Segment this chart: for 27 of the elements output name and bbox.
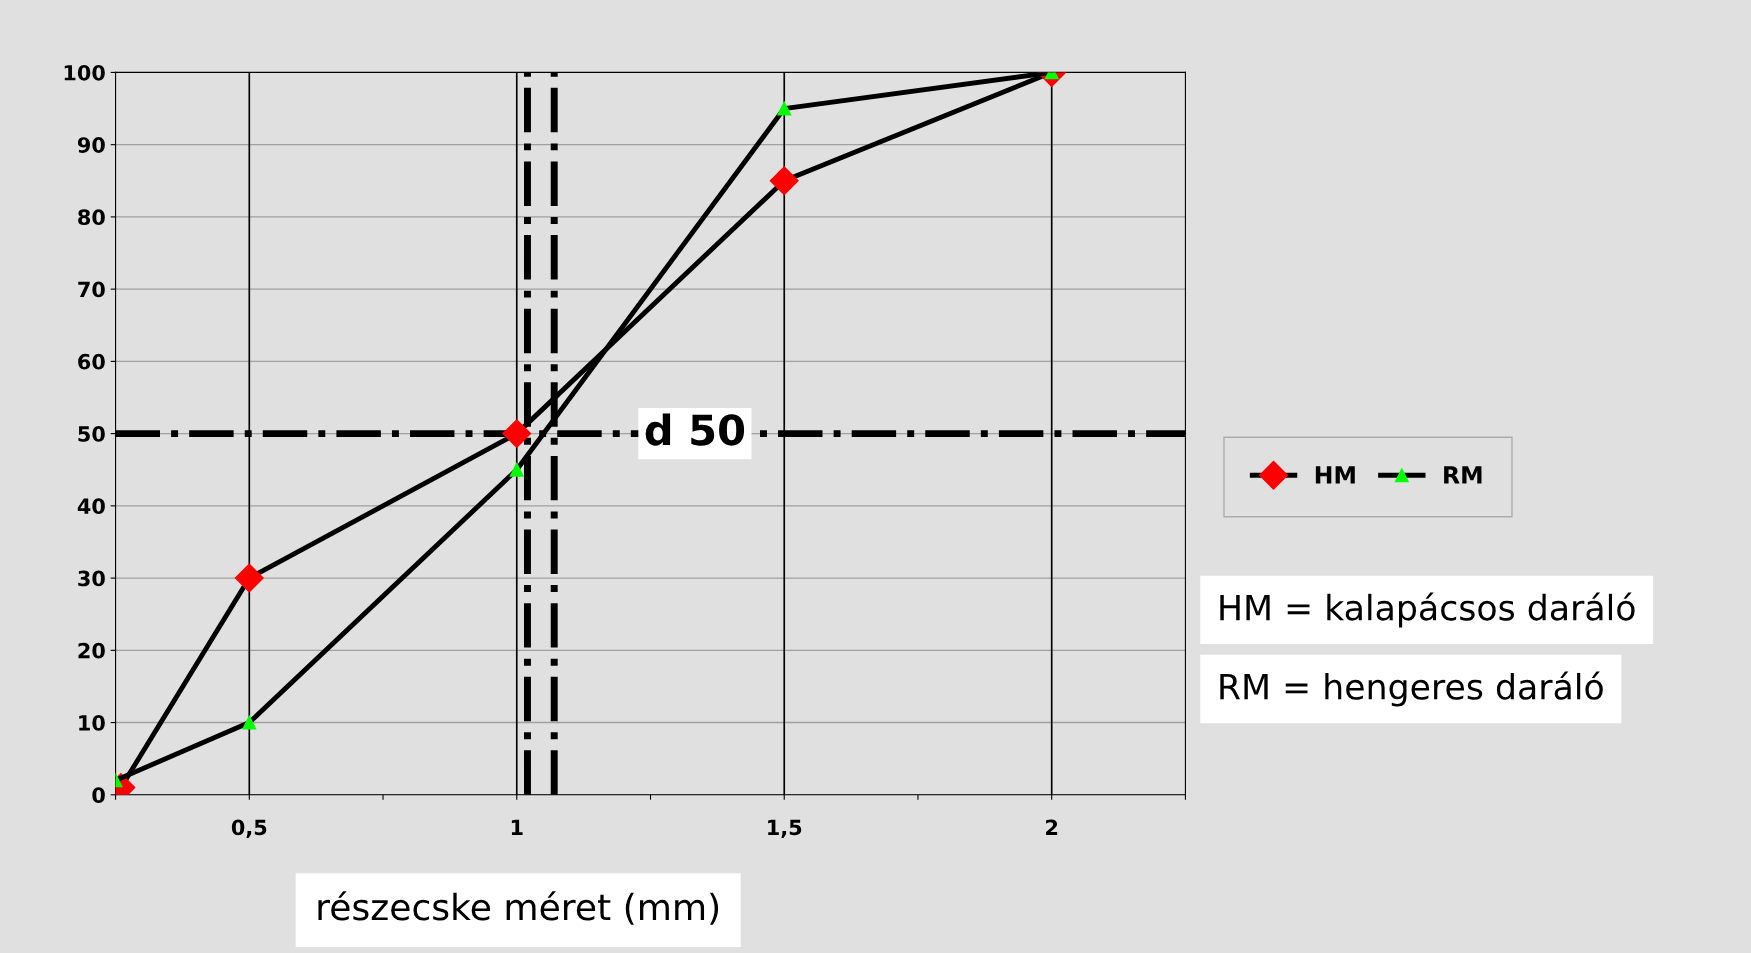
y-tick-label: 60	[78, 353, 105, 370]
text: RM = hengeres daráló	[1220, 671, 1603, 707]
x-axis-title: részecske méret (mm)	[318, 891, 719, 925]
point	[242, 715, 257, 730]
point	[777, 101, 792, 116]
y-tick-label: 40	[77, 498, 105, 515]
x-tick-label: 2	[1046, 819, 1058, 835]
y-tick-label: 90	[77, 137, 105, 153]
y-tick-label: 100	[64, 64, 105, 81]
point	[509, 462, 524, 477]
y-tick-label: 80	[78, 209, 105, 226]
x-tick-label: 0,5	[231, 819, 267, 838]
point	[769, 166, 799, 196]
x-tick-label: 1	[511, 819, 523, 835]
y-tick-label: 50	[78, 426, 105, 442]
legend-label: HM	[1315, 466, 1355, 484]
y-tick-label: 70	[78, 281, 105, 298]
legend-label: RM	[1444, 466, 1482, 484]
y-tick-label: 0	[92, 787, 105, 804]
y-tick-label: 10	[79, 715, 105, 731]
y-tick-label: 20	[78, 642, 105, 659]
ref-line-label: d 50	[645, 413, 745, 446]
text: HM = kalapácsos daráló	[1220, 592, 1635, 628]
x-tick-label: 1,5	[768, 819, 802, 838]
point	[502, 419, 532, 449]
y-tick-label: 30	[78, 570, 105, 587]
point	[234, 563, 264, 593]
